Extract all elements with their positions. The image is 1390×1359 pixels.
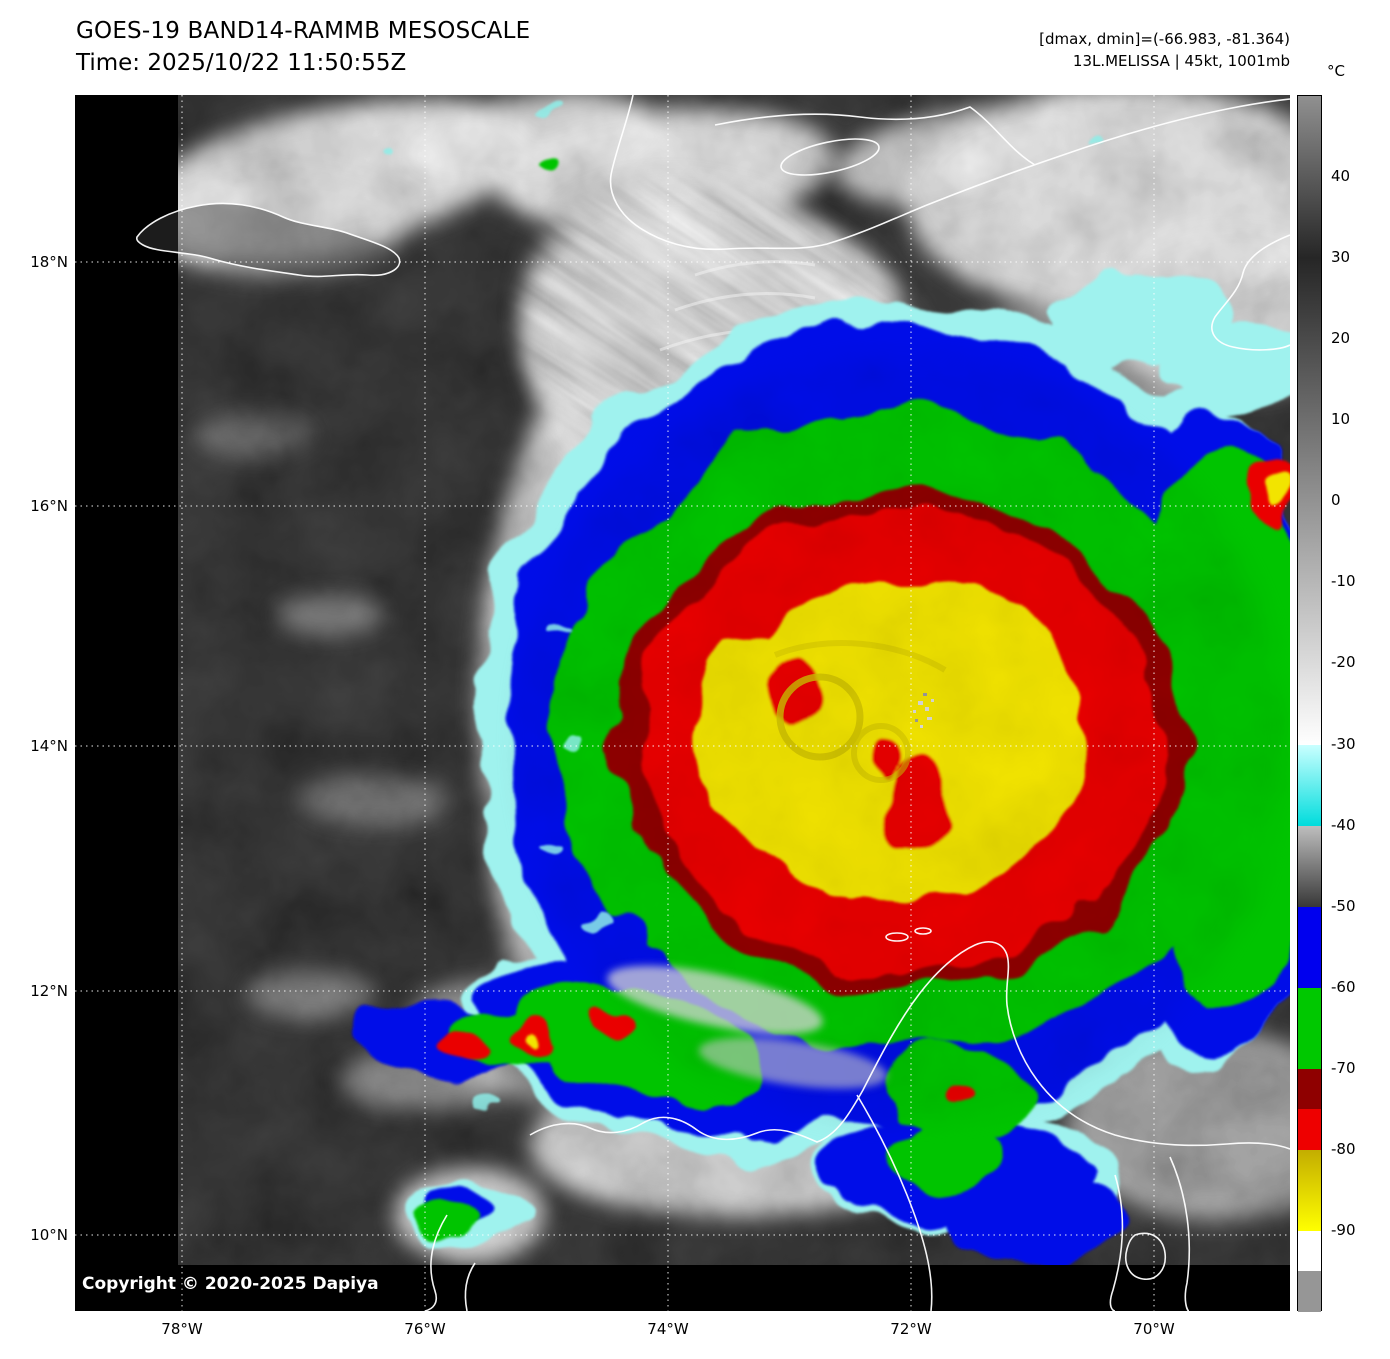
colorbar-segment [1298,258,1321,745]
lon-label: 74°W [647,1320,689,1338]
colorbar-tick-label: -20 [1331,653,1356,672]
gonave-island [780,138,880,176]
small-island-2 [914,927,932,935]
lon-label: 70°W [1133,1320,1175,1338]
maracaibo-east [1169,1156,1191,1312]
coastlines [135,94,1291,1312]
small-island-1 [885,932,909,942]
colorbar-tick-label: -80 [1331,1139,1356,1158]
satellite-svg [75,94,1291,1312]
jamaica-coast [135,202,401,278]
colorbar-tick-label: 20 [1331,329,1351,348]
storm-core [178,95,1290,1265]
south-america-coast [529,941,1291,1150]
lake-maracaibo [1125,1232,1167,1280]
colorbar-tick-label: -90 [1331,1220,1356,1239]
colorbar-segment [1298,906,1321,988]
colorbar-segment [1298,1149,1321,1231]
sw-band-clouds [607,965,888,1089]
hispaniola-coast [609,94,1291,251]
lon-label: 72°W [890,1320,932,1338]
lat-label: 10°N [30,1226,68,1244]
lat-label: 14°N [30,737,68,755]
colorbar-segment [1298,744,1321,826]
cyan-speckles [385,108,1104,1106]
colorbar-tick-label: -50 [1331,896,1356,915]
colorbar-segment [1298,96,1321,259]
satellite-image [75,94,1291,1312]
colorbar-tick-label: -40 [1331,815,1356,834]
colorbar-segment [1298,1230,1321,1272]
gridlines [75,95,1290,1311]
colorbar-tick-label: 0 [1331,491,1341,510]
colorbar-segment [1298,825,1321,907]
lon-label: 76°W [404,1320,446,1338]
colorbar-tick-label: -60 [1331,977,1356,996]
hispaniola-north-coast [714,106,1036,166]
colorbar-segment [1298,1068,1321,1110]
lat-label: 18°N [30,253,68,271]
colombia-coast-south [856,1094,933,1312]
maracaibo-west [1109,1174,1124,1312]
coast-fragment-sw [424,1214,448,1312]
lon-label: 78°W [161,1320,203,1338]
colorbar-unit-label: °C [1327,62,1345,80]
colorbar-segment [1298,987,1321,1069]
coast-fragment-sw2 [464,1262,476,1312]
colorbar-tick-label: -30 [1331,734,1356,753]
lat-label: 12°N [30,982,68,1000]
colorbar-tick-label: 10 [1331,410,1351,429]
dmax-dmin-label: [dmax, dmin]=(-66.983, -81.364) [1039,30,1290,48]
colorbar-segment [1298,1109,1321,1150]
dr-coast [1211,234,1291,351]
colorbar-segment [1298,1271,1321,1312]
timestamp-label: Time: 2025/10/22 11:50:55Z [76,50,407,76]
colorbar-tick-label: 40 [1331,167,1351,186]
colorbar-tick-label: -10 [1331,572,1356,591]
colorbar-tick-label: 30 [1331,248,1351,267]
page-title: GOES-19 BAND14-RAMMB MESOSCALE [76,18,531,44]
copyright-label: Copyright © 2020-2025 Dapiya [82,1274,379,1294]
temperature-colorbar [1297,95,1322,1312]
storm-info-label: 13L.MELISSA | 45kt, 1001mb [1072,52,1290,70]
colorbar-tick-label: -70 [1331,1058,1356,1077]
lat-label: 16°N [30,497,68,515]
